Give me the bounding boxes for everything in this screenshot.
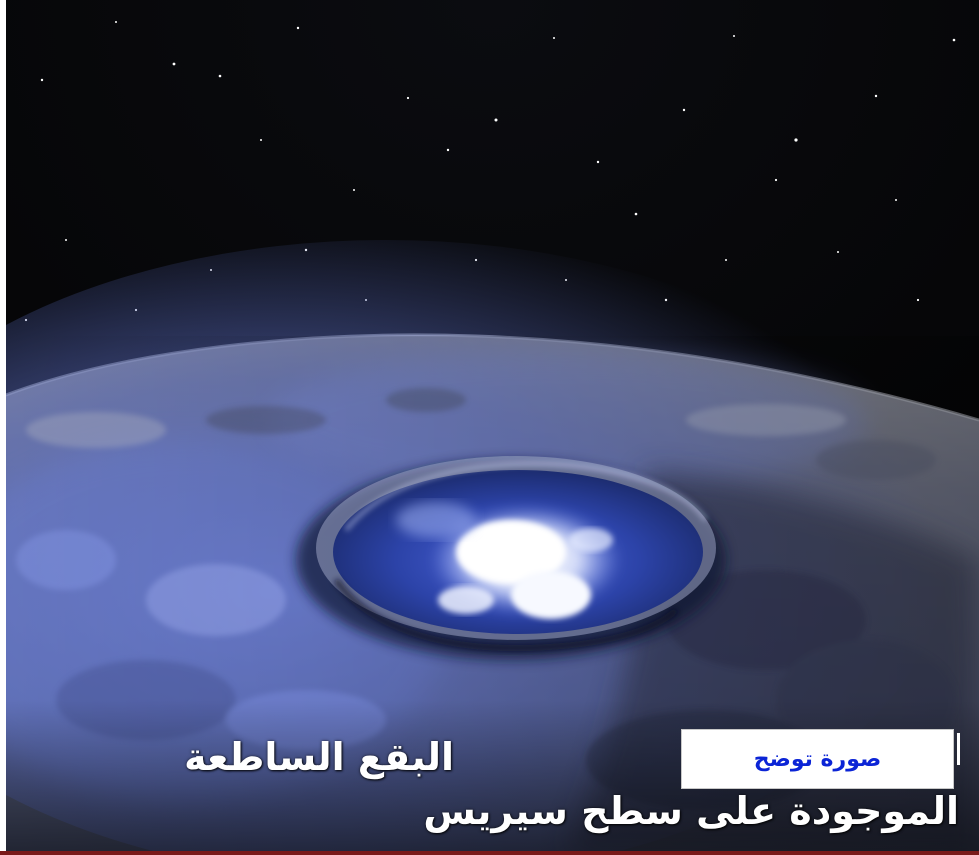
caption-line-2: الموجودة على سطح سيريس [423,789,959,833]
caption-line-1: البقع الساطعة [184,735,454,779]
ceres-surface-photo [6,0,979,851]
caption-label-text: صورة توضح [753,746,882,772]
caption-label-box: صورة توضح [681,729,954,789]
caption-label-tick [957,733,960,765]
bright-spots [396,502,621,619]
star-field [24,21,956,322]
bottom-rule [0,851,979,855]
ceres-surface-illustration [6,0,979,851]
